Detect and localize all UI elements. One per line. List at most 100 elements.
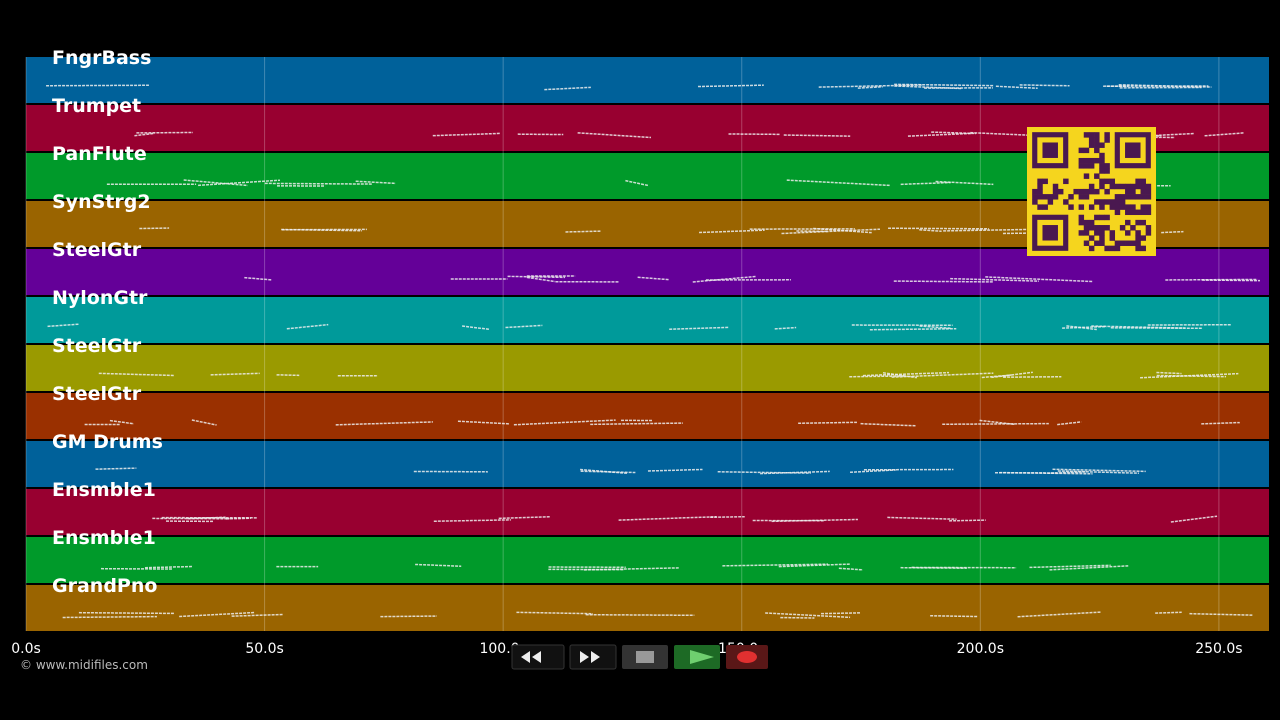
time-tick-label: 50.0s: [245, 641, 283, 657]
qr-module: [1088, 157, 1095, 164]
qr-module: [1140, 235, 1146, 241]
record-button[interactable]: [726, 645, 768, 669]
qr-module: [1135, 209, 1141, 216]
qr-module: [1140, 219, 1146, 226]
note-trace: [838, 567, 864, 571]
rewind-button[interactable]: [511, 644, 565, 670]
note-trace: [1029, 564, 1111, 569]
track-name: SteelGtr: [52, 335, 142, 357]
note-trace: [281, 228, 362, 232]
note-trace: [516, 611, 594, 615]
qr-module: [1099, 142, 1105, 148]
qr-module: [1109, 183, 1116, 190]
note-trace: [1017, 611, 1102, 618]
qr-module: [1037, 204, 1043, 210]
qr-module: [1145, 188, 1152, 195]
fast-forward-button[interactable]: [569, 644, 617, 670]
qr-module: [1119, 204, 1126, 210]
note-trace: [1156, 374, 1227, 378]
qr-module: [1088, 219, 1095, 226]
note-trace: [1204, 132, 1245, 137]
qr-module: [1099, 178, 1105, 185]
note-trace: [286, 323, 329, 330]
qr-module: [1135, 245, 1141, 252]
qr-module: [1063, 199, 1069, 205]
note-trace: [857, 86, 883, 89]
qr-module: [1052, 188, 1059, 195]
note-trace: [1140, 372, 1239, 379]
note-trace: [462, 325, 490, 331]
note-trace: [860, 422, 916, 427]
note-trace: [355, 180, 396, 185]
qr-module: [1104, 225, 1110, 231]
stop-button[interactable]: [622, 645, 668, 669]
track-name: FngrBass: [52, 47, 151, 69]
qr-module: [1078, 214, 1085, 221]
track-lane: [26, 393, 1269, 439]
note-trace: [580, 470, 636, 474]
qr-module: [1125, 240, 1131, 246]
note-trace: [1052, 468, 1146, 473]
note-trace: [942, 422, 1049, 426]
note-trace: [134, 132, 155, 137]
copyright: © www.midifiles.com: [20, 658, 148, 672]
qr-module: [1109, 199, 1116, 205]
note-trace: [950, 277, 1039, 282]
qr-module: [1099, 183, 1105, 190]
qr-module: [1099, 157, 1105, 164]
qr-module: [1135, 235, 1141, 241]
note-trace: [919, 229, 942, 232]
note-trace: [95, 467, 137, 470]
note-trace: [505, 324, 543, 329]
qr-module: [1125, 194, 1131, 200]
qr-module: [1088, 142, 1095, 148]
note-trace: [415, 563, 462, 567]
note-trace: [1161, 230, 1184, 234]
note-trace: [1057, 470, 1139, 474]
qr-module: [1083, 230, 1090, 236]
note-trace: [949, 519, 986, 522]
qr-module: [1104, 188, 1110, 195]
qr-module: [1109, 230, 1116, 236]
note-trace: [697, 84, 764, 88]
qr-module: [1083, 219, 1090, 226]
note-trace: [1165, 278, 1258, 281]
qr-module: [1104, 163, 1110, 169]
qr-module: [1140, 204, 1146, 210]
qr-module: [1078, 194, 1085, 200]
qr-module: [1073, 188, 1079, 195]
note-trace: [771, 518, 858, 523]
track-lane: [26, 345, 1269, 391]
qr-module: [1130, 183, 1136, 190]
note-trace: [765, 612, 851, 619]
qr-module: [1099, 204, 1105, 210]
qr-module: [1094, 240, 1100, 246]
track-lane: [26, 57, 1269, 103]
note-trace: [821, 612, 861, 615]
qr-module: [1088, 245, 1095, 252]
qr-module: [1099, 168, 1105, 174]
note-trace: [191, 419, 217, 426]
note-trace: [1189, 612, 1253, 616]
qr-module: [1109, 178, 1116, 185]
play-button[interactable]: [674, 645, 720, 669]
track-lane: [26, 489, 1269, 535]
qr-module: [1104, 137, 1110, 143]
tracks: [26, 57, 1269, 631]
track-labels: FngrBass Trumpet PanFlute SynStrg2 SteelGtr N…: [52, 47, 163, 597]
note-trace: [887, 516, 957, 520]
qr-module: [1094, 188, 1100, 195]
transport-controls: [511, 644, 768, 670]
note-trace: [1156, 371, 1182, 375]
qr-module: [1094, 147, 1100, 154]
qr-module: [1125, 230, 1131, 236]
note-trace: [1201, 421, 1240, 425]
qr-module: [1145, 194, 1152, 200]
note-trace: [781, 228, 881, 235]
qr-module: [1078, 163, 1085, 169]
note-trace: [179, 611, 255, 618]
qr-module: [1088, 132, 1095, 138]
qr-module: [1083, 194, 1090, 200]
qr-module: [1130, 194, 1136, 200]
track-lane: [26, 441, 1269, 487]
